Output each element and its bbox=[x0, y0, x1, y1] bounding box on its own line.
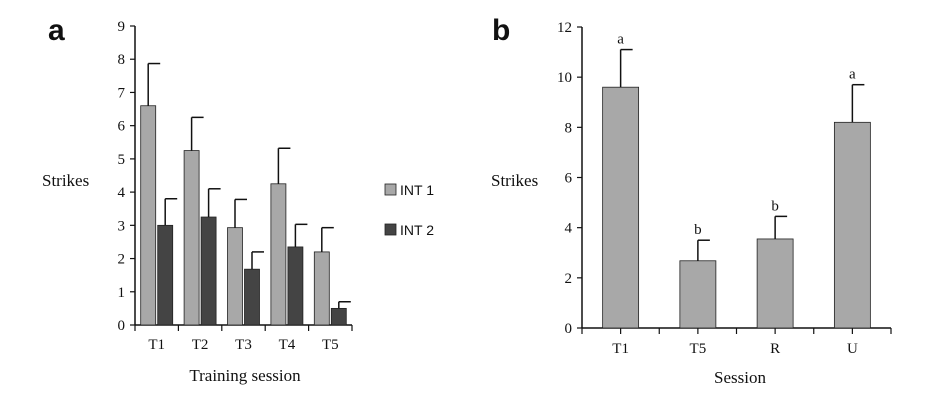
significance-letter: a bbox=[617, 32, 624, 48]
bar bbox=[227, 227, 243, 326]
x-tick-label: T5 bbox=[322, 337, 339, 353]
panel-b-plot-area: 0 2 4 6 8 10 12 T1 a T5 b Rb Ua bbox=[557, 20, 892, 357]
bar bbox=[756, 238, 794, 329]
x-tick-label: U bbox=[847, 341, 858, 357]
legend-label: INT 1 bbox=[400, 182, 434, 198]
legend-swatch bbox=[384, 223, 397, 236]
x-tick-label: T3 bbox=[235, 337, 252, 353]
x-tick-label: T5 bbox=[690, 341, 707, 357]
bar bbox=[244, 268, 260, 326]
x-tick-label: T2 bbox=[192, 337, 209, 353]
y-tick-label: 6 bbox=[118, 119, 126, 135]
bar bbox=[157, 224, 174, 326]
panel-b-letter: b bbox=[492, 14, 510, 47]
y-tick-label: 4 bbox=[118, 185, 126, 201]
y-tick-label: 1 bbox=[118, 285, 126, 301]
y-tick-label: 5 bbox=[118, 152, 126, 168]
panel-a-letter: a bbox=[48, 14, 65, 47]
y-tick-label: 0 bbox=[565, 321, 573, 337]
bar bbox=[602, 86, 640, 329]
significance-letter: b bbox=[771, 198, 779, 214]
bar bbox=[313, 251, 330, 326]
y-tick-label: 0 bbox=[118, 318, 126, 334]
bar bbox=[200, 216, 217, 326]
panel-b: b Strikes Session 0 2 4 6 8 10 12 T1 a T5 b Rb Ua bbox=[491, 14, 892, 387]
bar bbox=[679, 260, 717, 329]
panel-b-y-axis-title: Strikes bbox=[491, 171, 538, 190]
panel-a: a Strikes Training session 0 1 2 3 4 5 6 7 8 9 T1 T… bbox=[42, 14, 434, 385]
y-tick-label: 6 bbox=[565, 171, 573, 187]
x-tick-label: T4 bbox=[279, 337, 296, 353]
y-tick-label: 4 bbox=[565, 221, 573, 237]
panel-a-plot-area: 0 1 2 3 4 5 6 7 8 9 T1 T2 T3 T4 T5 bbox=[118, 19, 353, 353]
bar bbox=[140, 105, 157, 326]
y-tick-label: 2 bbox=[118, 252, 126, 268]
x-tick-label: T1 bbox=[148, 337, 165, 353]
x-tick-label: T1 bbox=[612, 341, 629, 357]
significance-letter: a bbox=[849, 67, 856, 83]
bar bbox=[287, 246, 304, 326]
panel-a-x-axis-title: Training session bbox=[189, 366, 301, 385]
legend-label: INT 2 bbox=[400, 222, 434, 238]
bar bbox=[270, 183, 287, 326]
y-tick-label: 2 bbox=[565, 271, 573, 287]
bar bbox=[183, 150, 200, 326]
y-tick-label: 8 bbox=[118, 52, 126, 68]
x-tick-label: R bbox=[770, 341, 780, 357]
y-tick-label: 7 bbox=[118, 85, 126, 101]
y-tick-label: 3 bbox=[118, 218, 126, 234]
significance-letter: b bbox=[694, 222, 702, 238]
y-tick-label: 12 bbox=[557, 20, 572, 36]
panel-a-legend: INT 1 INT 2 bbox=[384, 182, 434, 238]
y-tick-label: 8 bbox=[565, 120, 573, 136]
y-tick-label: 9 bbox=[118, 19, 126, 35]
panel-a-y-axis-title: Strikes bbox=[42, 171, 89, 190]
bar bbox=[330, 307, 347, 326]
bar bbox=[833, 121, 871, 329]
panel-b-x-axis-title: Session bbox=[714, 368, 766, 387]
y-tick-label: 10 bbox=[557, 70, 572, 86]
legend-swatch bbox=[384, 183, 397, 196]
